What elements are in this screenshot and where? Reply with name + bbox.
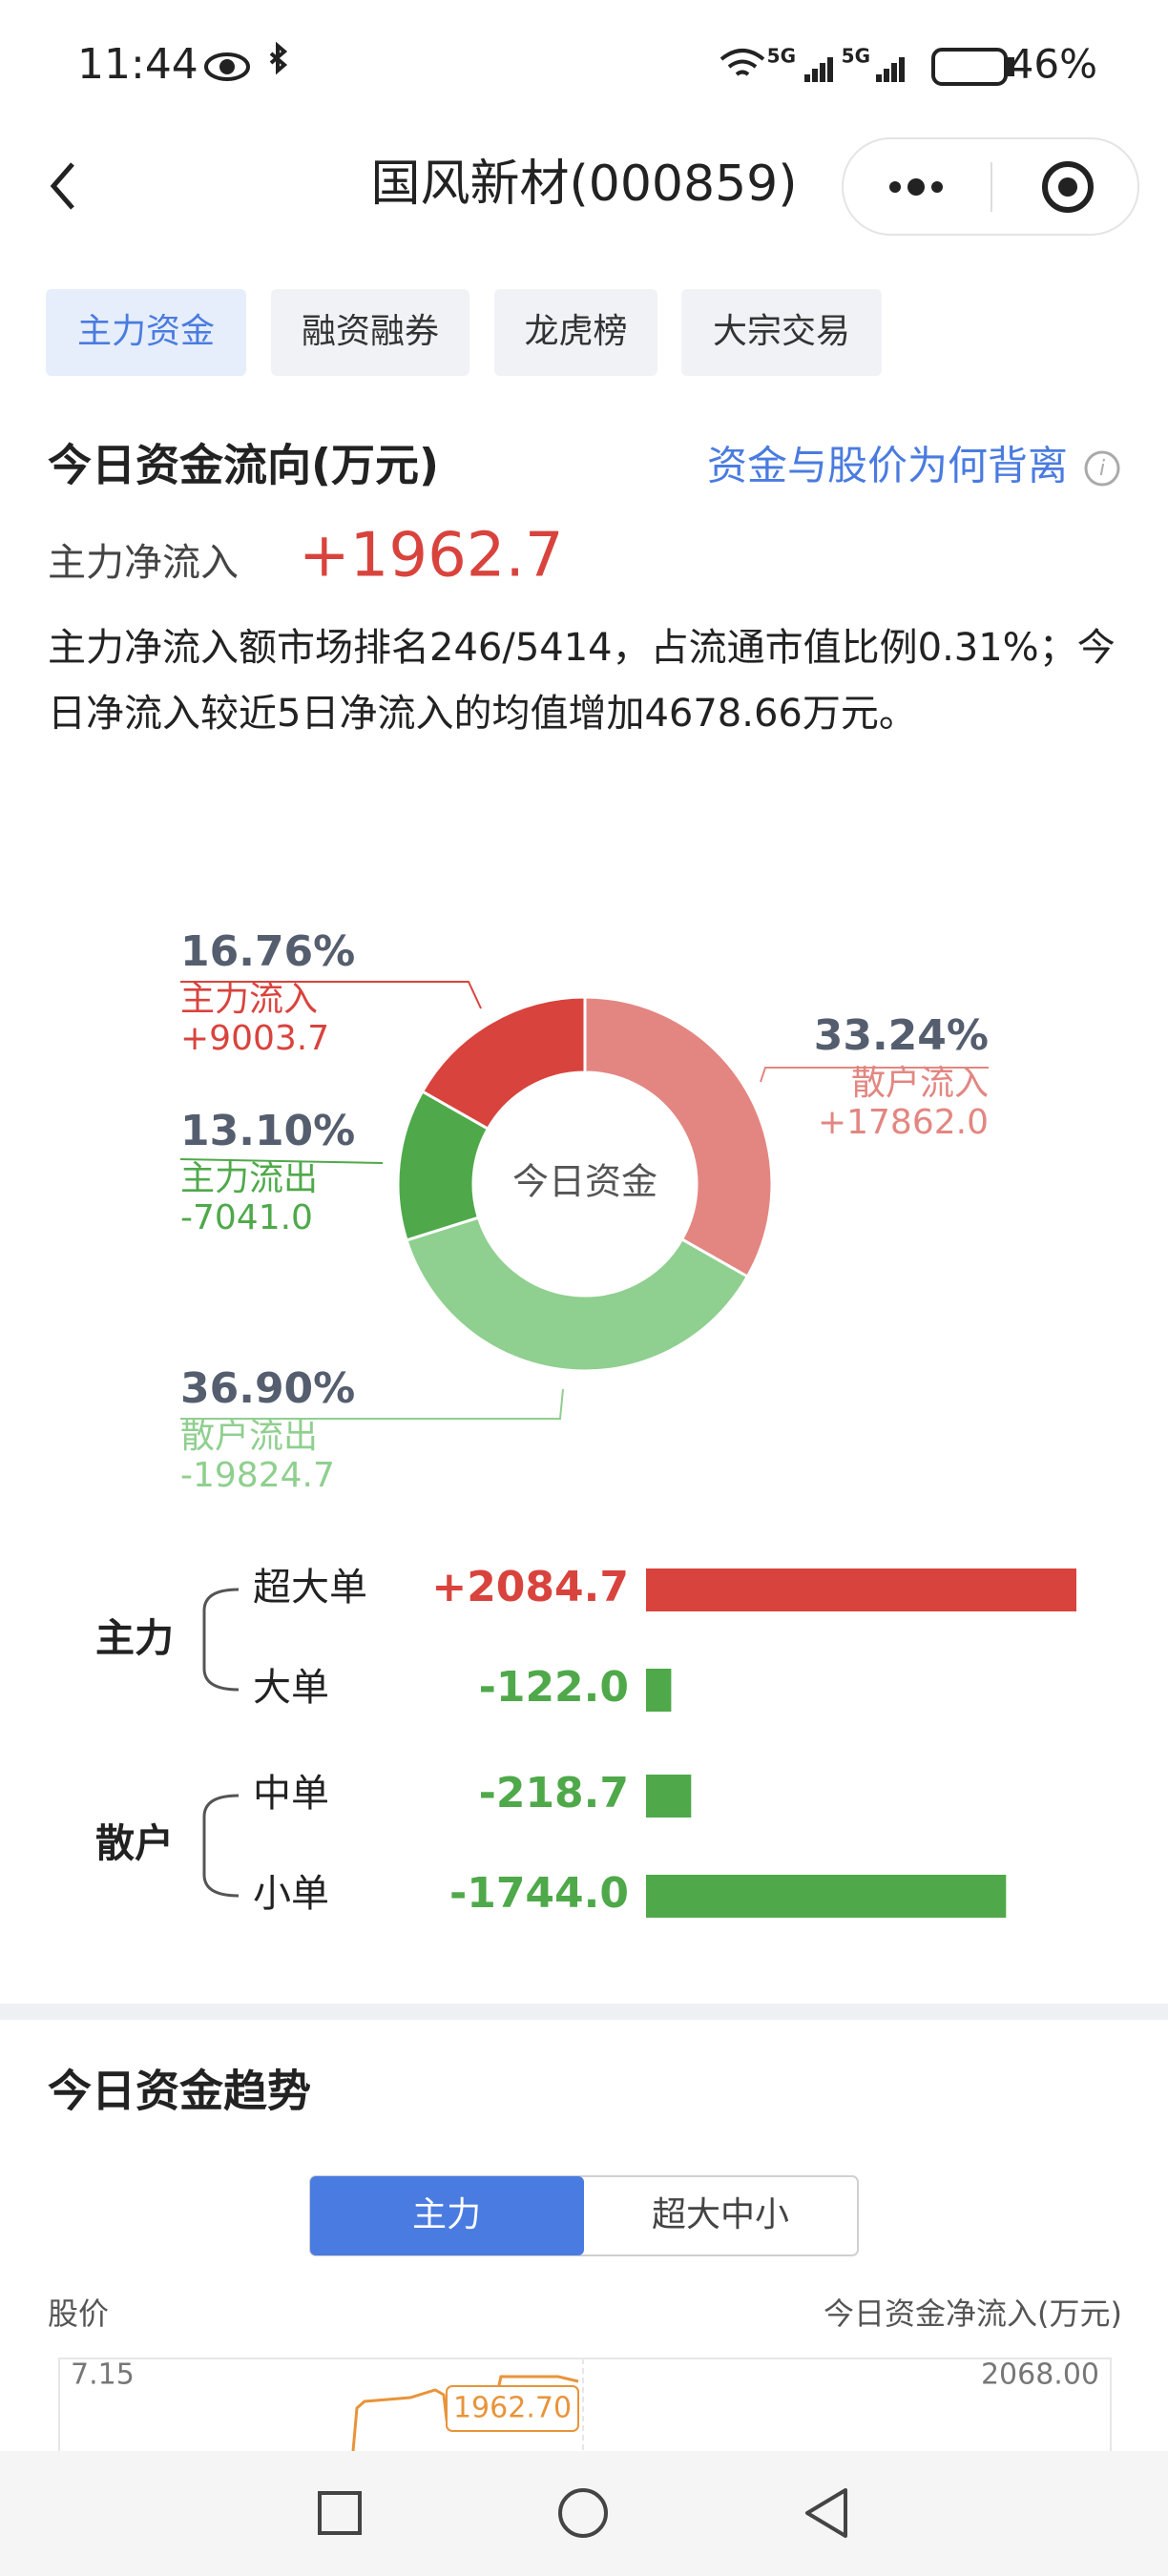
segment-name: 主力流入 <box>180 980 318 1019</box>
help-link[interactable]: 资金与股价为何背离 <box>707 443 1068 489</box>
home-button[interactable] <box>558 2488 608 2538</box>
svg-text:i: i <box>1099 457 1105 481</box>
tab[interactable] <box>494 289 657 376</box>
nav-title: 国风新材(000859) <box>370 156 797 213</box>
back-system-button[interactable] <box>805 2488 847 2538</box>
tab[interactable] <box>271 289 469 376</box>
toggle-option[interactable]: 主力 <box>412 2195 481 2234</box>
segment-amount: +17862.0 <box>818 1103 989 1142</box>
signal-label: 5G <box>842 45 870 68</box>
right-top-tick: 2068.00 <box>981 2358 1099 2392</box>
summary-text: 主力净流入额市场排名246/5414，占流通市值比例0.31%；今日净流入较近5… <box>48 626 1116 736</box>
battery-percent: 46% <box>1009 41 1097 88</box>
tab[interactable] <box>46 289 246 376</box>
category-label: 超大单 <box>253 1566 367 1610</box>
tab-label[interactable]: 主力资金 <box>77 312 215 351</box>
toggle-active[interactable] <box>310 2176 584 2255</box>
segment-amount: -7041.0 <box>180 1198 313 1237</box>
trend-line <box>351 2375 579 2452</box>
leader-line <box>180 1388 564 1420</box>
segment-name: 散户流入 <box>851 1064 989 1103</box>
back-button[interactable] <box>50 162 74 210</box>
info-icon[interactable]: i <box>1084 450 1120 487</box>
section-title: 今日资金流向(万元) <box>48 440 439 491</box>
bar <box>646 1669 672 1712</box>
bar <box>646 1568 1076 1611</box>
donut-center: 今日资金 <box>512 1161 657 1203</box>
donut-segment <box>583 995 774 1279</box>
section-title: 今日资金趋势 <box>48 2066 311 2117</box>
segment-name: 主力流出 <box>180 1159 318 1198</box>
segment-percent: 16.76% <box>180 927 355 976</box>
group-label: 主力 <box>95 1615 174 1661</box>
value-label: -1744.0 <box>449 1869 629 1918</box>
last-value-box <box>446 2385 579 2432</box>
axis-title: 今日资金净流入(万元) <box>824 2296 1122 2332</box>
group-bracket <box>202 1794 240 1898</box>
tab-label[interactable]: 融资融券 <box>302 312 439 351</box>
group-label: 散户 <box>95 1820 174 1866</box>
group-bracket <box>202 1588 240 1692</box>
leader-line <box>760 1067 989 1083</box>
last-value: 1962.70 <box>453 2392 572 2425</box>
value-label: +2084.7 <box>431 1563 629 1611</box>
separator <box>0 2004 1168 2020</box>
left-top-tick: 7.15 <box>71 2358 135 2392</box>
capsule[interactable] <box>842 137 1139 236</box>
net-label: 主力净流入 <box>48 541 239 585</box>
donut-segment <box>420 995 587 1132</box>
tab[interactable] <box>681 289 882 376</box>
segment-percent: 13.10% <box>180 1107 355 1155</box>
donut-segment <box>405 1215 750 1373</box>
status-icons <box>204 41 1014 86</box>
status-time: 11:44 <box>77 40 198 89</box>
bar <box>646 1775 692 1818</box>
category-label: 小单 <box>253 1872 329 1916</box>
axis-title: 股价 <box>48 2296 109 2332</box>
tab-label[interactable]: 龙虎榜 <box>524 312 627 351</box>
recent-button[interactable] <box>318 2491 362 2535</box>
category-label: 大单 <box>253 1666 329 1710</box>
segment-amount: +9003.7 <box>180 1019 329 1058</box>
signal-label: 5G <box>767 45 796 68</box>
bar <box>646 1875 1007 1918</box>
system-nav <box>0 2451 1168 2576</box>
toggle-option[interactable]: 超大中小 <box>652 2195 789 2234</box>
segment-percent: 36.90% <box>180 1364 355 1413</box>
leader-line <box>179 1158 384 1164</box>
value-label: -218.7 <box>479 1769 629 1818</box>
leader-line <box>180 981 482 1009</box>
segment-amount: -19824.7 <box>180 1456 335 1495</box>
net-value: +1962.7 <box>299 521 564 592</box>
tab-label[interactable]: 大宗交易 <box>713 312 850 351</box>
segment-percent: 33.24% <box>814 1011 989 1060</box>
value-label: -122.0 <box>479 1663 629 1712</box>
segment-name: 散户流出 <box>180 1417 318 1456</box>
category-label: 中单 <box>253 1772 329 1816</box>
